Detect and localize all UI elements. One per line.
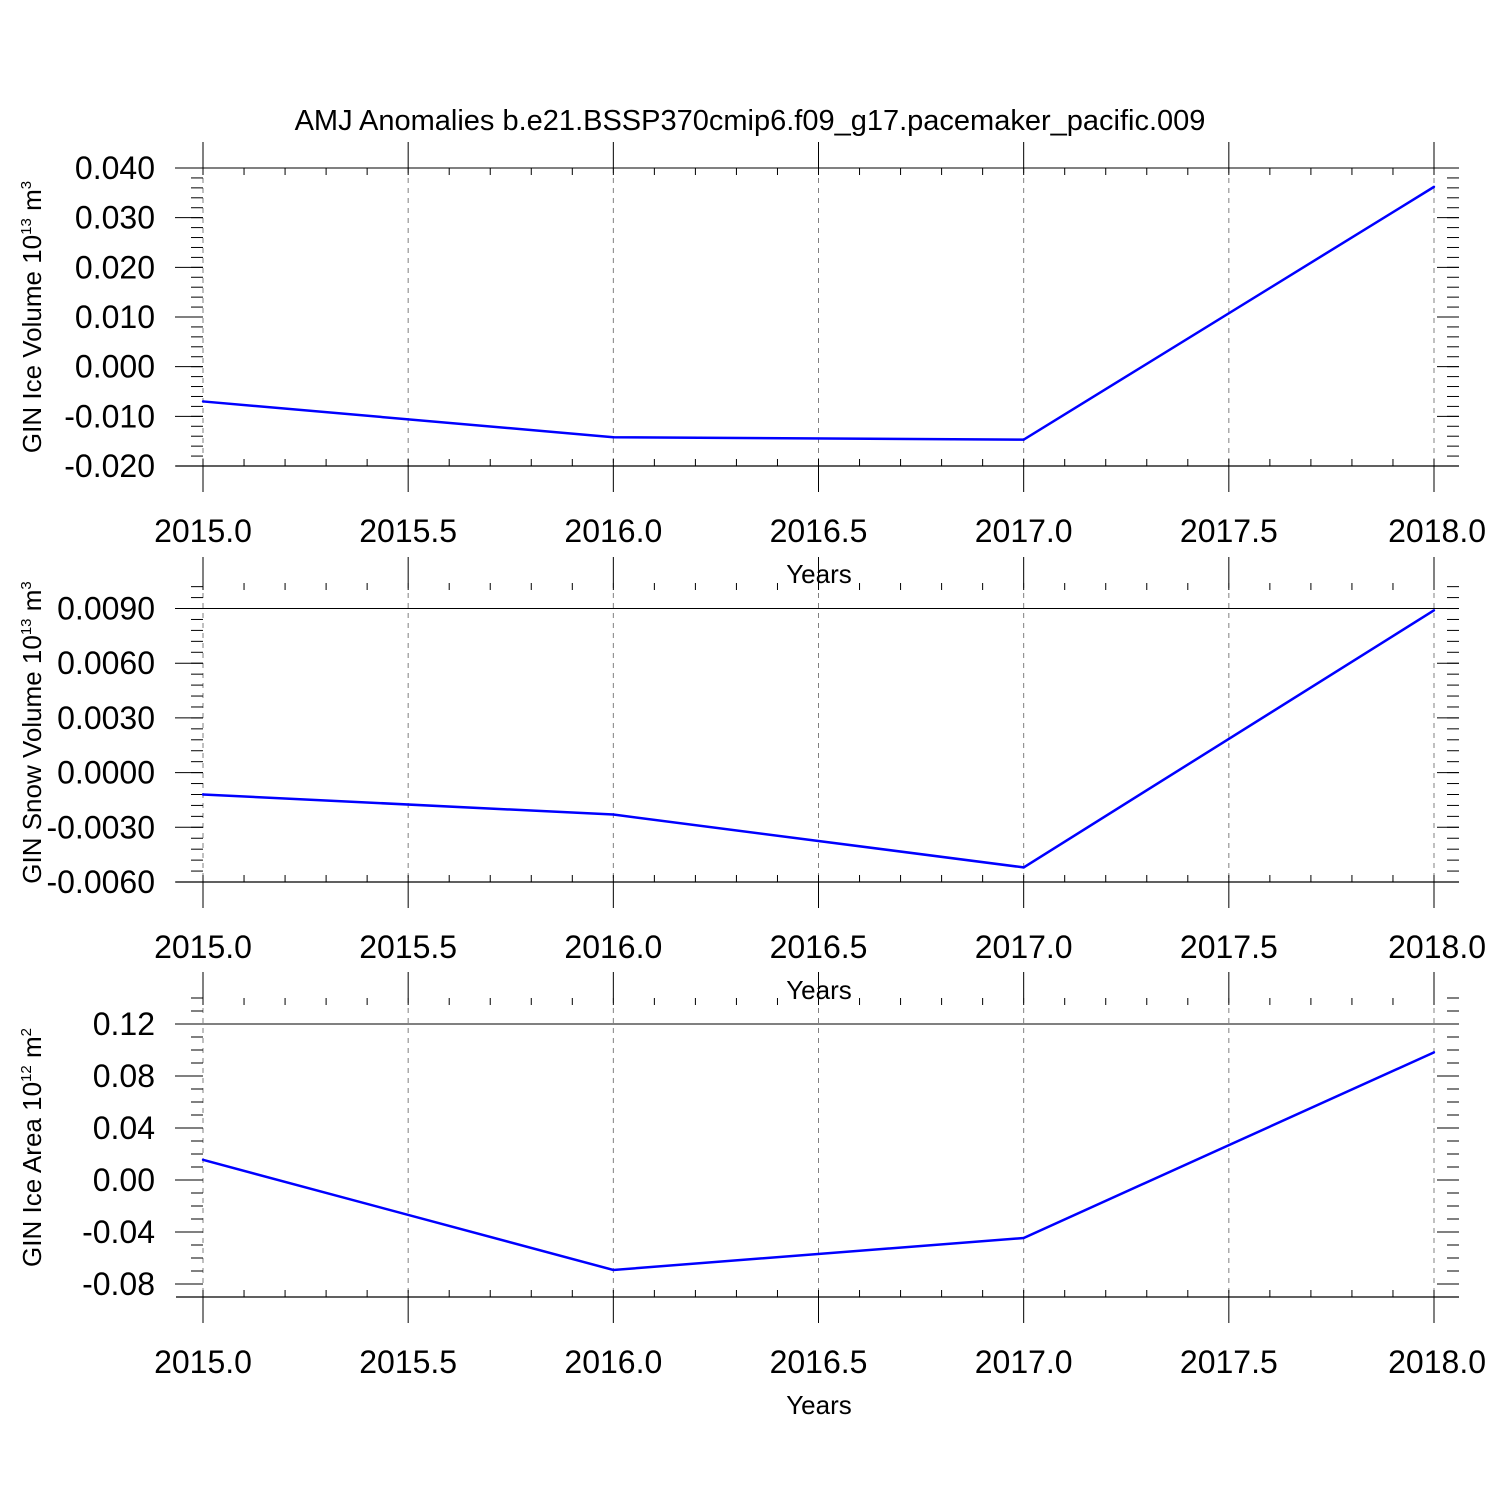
x-tick-label: 2018.0 (1388, 513, 1486, 549)
x-axis-title: Years (786, 1390, 852, 1420)
y-tick-label: 0.040 (75, 150, 155, 186)
data-point (1022, 866, 1025, 869)
y-axis-title-part: m (17, 590, 47, 619)
series-line (202, 609, 1435, 869)
chart-panel-3: -0.08 -0.04 0.00 0.04 0.08 0.12 2015.0 2015.5 20… (17, 972, 1486, 1420)
x-tick-label: 2017.0 (975, 513, 1073, 549)
y-axis-title-part: GIN Ice Volume 10 (17, 235, 47, 453)
y-axis-title-part: m (17, 189, 47, 218)
y-tick-label: 0.04 (93, 1110, 155, 1146)
x-tick-label: 2017.5 (1180, 1344, 1278, 1380)
data-point (201, 793, 205, 796)
y-axis-title-superscript: 12 (18, 1065, 35, 1082)
y-tick-label: 0.08 (93, 1058, 155, 1094)
data-point (612, 435, 615, 439)
data-point (612, 1268, 615, 1272)
x-tick-label: 2016.5 (770, 929, 868, 965)
chart-panel-2: -0.0060 -0.0030 0.0000 0.0030 0.0060 0.0090 20… (17, 557, 1486, 1005)
data-point (1432, 1051, 1436, 1054)
y-tick-label: -0.0030 (46, 809, 155, 845)
data-point (1022, 438, 1025, 441)
series-line (202, 1051, 1435, 1272)
y-tick-label: 0.000 (75, 349, 155, 385)
x-tick-label: 2015.0 (154, 929, 252, 965)
x-tick-label: 2015.0 (154, 1344, 252, 1380)
chart-title: AMJ Anomalies b.e21.BSSP370cmip6.f09_g17… (295, 105, 1206, 137)
y-axis-title-superscript: 13 (18, 618, 35, 635)
y-tick-label: -0.08 (82, 1266, 155, 1302)
y-tick-label: 0.0000 (57, 755, 155, 791)
y-tick-label: 0.12 (93, 1006, 155, 1042)
x-tick-label: 2018.0 (1388, 929, 1486, 965)
x-tick-label: 2015.5 (359, 929, 457, 965)
y-axis-title-superscript: 13 (18, 218, 35, 235)
data-point (1432, 609, 1436, 612)
x-tick-label: 2016.0 (564, 929, 662, 965)
x-tick-label: 2015.5 (359, 1344, 457, 1380)
y-tick-label: 0.030 (75, 200, 155, 236)
y-tick-label: 0.020 (75, 249, 155, 285)
x-tick-label: 2016.5 (770, 513, 868, 549)
series-line (202, 185, 1435, 441)
y-axis-title: GIN Snow Volume 1013 m3 (17, 581, 47, 884)
y-axis-title: GIN Ice Area 1012 m2 (17, 1028, 47, 1267)
y-tick-label: -0.020 (64, 448, 155, 484)
y-tick-label: -0.04 (82, 1214, 155, 1250)
y-tick-label: 0.00 (93, 1162, 155, 1198)
x-tick-label: 2017.5 (1180, 513, 1278, 549)
data-point (201, 400, 205, 403)
y-tick-label: 0.0060 (57, 645, 155, 681)
data-point (201, 1158, 205, 1162)
data-point (1022, 1236, 1025, 1240)
data-point (612, 813, 615, 816)
panels: -0.020 -0.010 0.000 0.010 0.020 0.030 0.040 201… (17, 142, 1486, 1420)
chart-panel-1: -0.020 -0.010 0.000 0.010 0.020 0.030 0.040 201… (17, 142, 1486, 589)
y-tick-label: 0.010 (75, 299, 155, 335)
x-tick-label: 2015.5 (359, 513, 457, 549)
x-tick-label: 2016.0 (564, 513, 662, 549)
y-axis-title-superscript: 3 (18, 181, 35, 189)
x-tick-label: 2016.0 (564, 1344, 662, 1380)
data-point (1432, 185, 1436, 189)
x-tick-label: 2016.5 (770, 1344, 868, 1380)
y-axis-title-part: GIN Snow Volume 10 (17, 635, 47, 884)
y-tick-label: 0.0030 (57, 700, 155, 736)
y-axis-title: GIN Ice Volume 1013 m3 (17, 181, 47, 453)
y-axis-title-superscript: 2 (18, 1028, 35, 1036)
x-tick-label: 2017.0 (975, 929, 1073, 965)
x-tick-label: 2018.0 (1388, 1344, 1486, 1380)
x-tick-label: 2015.0 (154, 513, 252, 549)
x-tick-label: 2017.5 (1180, 929, 1278, 965)
y-tick-label: 0.0090 (57, 591, 155, 627)
x-tick-label: 2017.0 (975, 1344, 1073, 1380)
y-axis-title-superscript: 3 (18, 581, 35, 589)
y-axis-title-part: GIN Ice Area 10 (17, 1082, 47, 1267)
y-axis-title-part: m (17, 1036, 47, 1065)
y-tick-label: -0.0060 (46, 864, 155, 900)
y-tick-label: -0.010 (64, 398, 155, 434)
